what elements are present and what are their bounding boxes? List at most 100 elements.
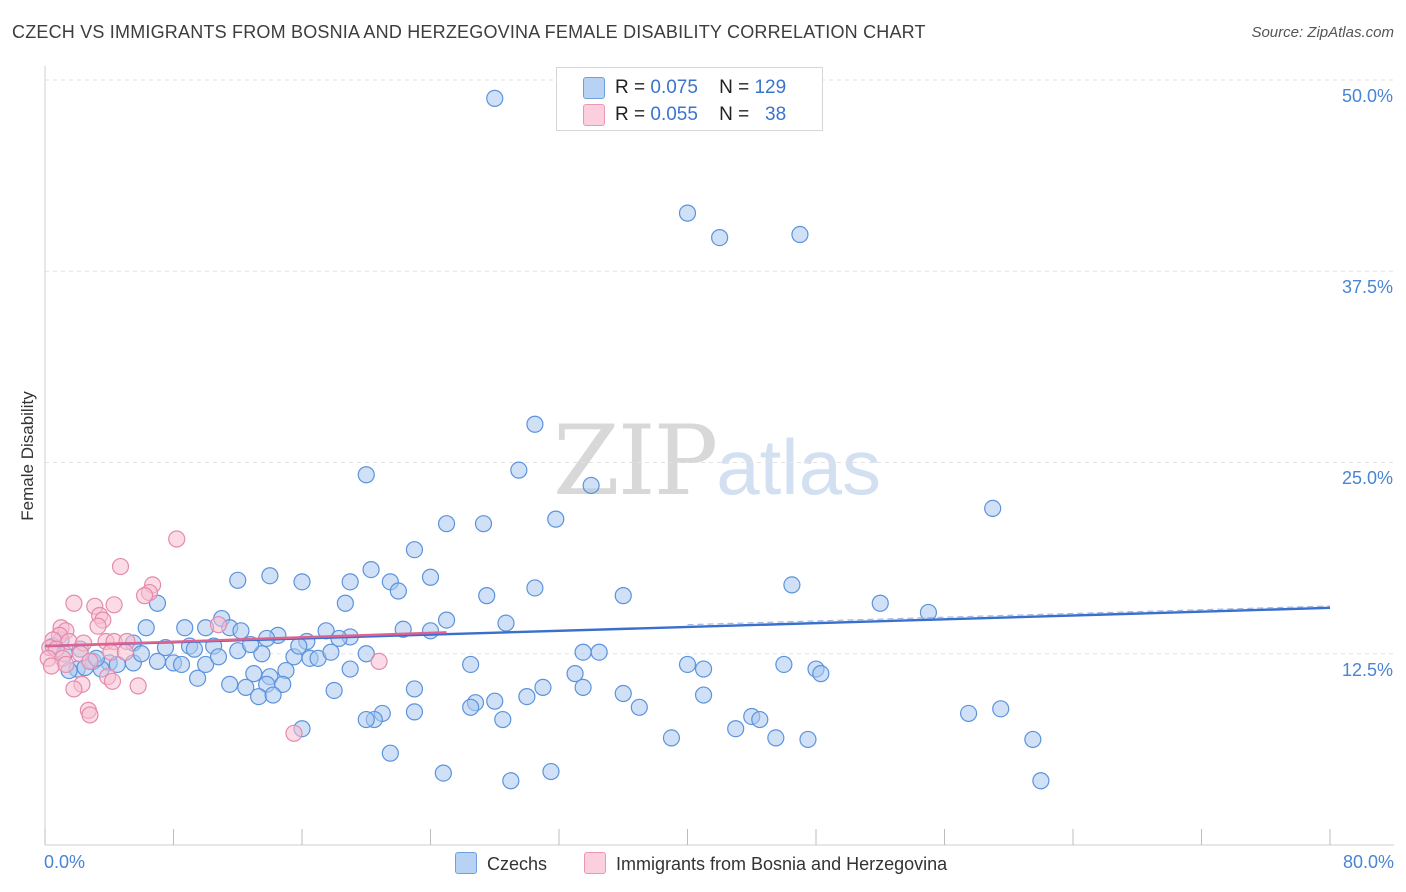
bosnia-point [42,657,61,675]
czech-point [783,576,801,594]
czech-point [494,710,512,729]
czech-point [253,645,271,663]
r-value: 0.055 [650,104,698,125]
czech-point [582,476,600,495]
czech-point [486,692,504,710]
czech-point [547,510,565,528]
czech-point [462,655,480,674]
czech-point [630,698,648,716]
source-label: Source: ZipAtlas.com [1251,24,1394,41]
czech-point [518,687,536,706]
czech-point [341,573,359,591]
axes [44,66,1394,846]
czech-point [812,665,830,683]
czech-point [293,573,311,591]
czech-point [172,655,191,674]
czech-point [1024,730,1042,749]
czech-point [197,655,215,674]
bosnia-point [65,680,83,698]
czech-point [526,415,544,433]
czech-point [405,541,424,559]
czech-point [357,645,375,663]
x-tick-label-min: 0.0% [44,852,86,872]
czech-point [502,772,520,790]
bosnia-point [57,655,75,674]
n-value: 129 [754,77,787,98]
czech-point [405,703,424,721]
bosnia-legend-swatch [584,852,606,874]
czech-point [775,655,793,674]
czech-point [362,560,380,579]
czech-point [389,582,407,600]
czech-point [434,764,452,782]
czech-point [574,643,592,661]
czech-point [290,637,308,655]
czech-point [437,515,456,533]
czech-point [357,466,375,484]
bosnia-point [209,616,228,634]
czech-point [694,686,713,704]
czech-point [751,710,769,729]
czech-point [245,665,263,683]
legend-item-bosnia: Immigrants from Bosnia and Herzegovina [584,852,947,875]
bosnia-point [370,652,388,671]
watermark-zip: ZIP [553,405,718,517]
czech-point [497,614,515,632]
czech-point [526,579,544,597]
czech-point [534,678,552,697]
bosnia-point [65,594,83,612]
gridlines [45,79,1394,655]
czech-point [237,678,255,697]
czech-point [959,704,978,723]
czech-point [421,568,440,586]
czech-point [357,710,375,729]
bosnia-point [135,587,154,605]
legend-item-czechs: Czechs [455,852,547,875]
czech-point [462,698,480,716]
czech-point [209,648,228,666]
czech-point [871,594,889,612]
y-tick-label: 12.5% [1341,660,1393,680]
bosnia-point [102,643,120,661]
czech-point [791,225,809,244]
czech-point [336,594,354,612]
czech-point [132,645,150,663]
czech-point [264,686,282,704]
bosnia-point [168,530,186,548]
czech-point [662,729,681,747]
czech-point [325,681,343,700]
czech-point [767,729,785,747]
czech-point [694,660,713,678]
czech-point [381,744,399,762]
czech-point [566,665,584,683]
bosnia-point [285,724,303,742]
bosnia-point [81,706,99,724]
czech-point [542,762,560,781]
czech-point [984,499,1002,517]
czech-point [711,228,729,247]
czech-point [188,669,207,687]
czech-point [137,619,155,637]
bosnia-trend-line [44,631,447,648]
y-tick-label: 25.0% [1341,468,1393,488]
czech-point [590,643,608,661]
n-value: 38 [765,104,787,125]
bosnia-swatch [583,104,605,126]
czech-point [341,660,359,678]
czech-point [148,652,167,671]
czech-point [474,515,493,533]
y-tick-label: 50.0% [1341,86,1393,106]
czech-point [322,643,340,661]
czech-point [727,720,745,738]
bosnia-point [103,672,122,690]
czech-point [405,680,424,698]
czechs-legend-swatch [455,852,477,874]
czech-point [614,587,632,605]
watermark: ZIPatlas [553,405,881,517]
czech-point [185,640,203,658]
czech-point [574,678,592,697]
czech-point [614,684,632,703]
czech-point [261,567,279,585]
series-czechs [44,89,1050,790]
czech-point [229,571,247,589]
